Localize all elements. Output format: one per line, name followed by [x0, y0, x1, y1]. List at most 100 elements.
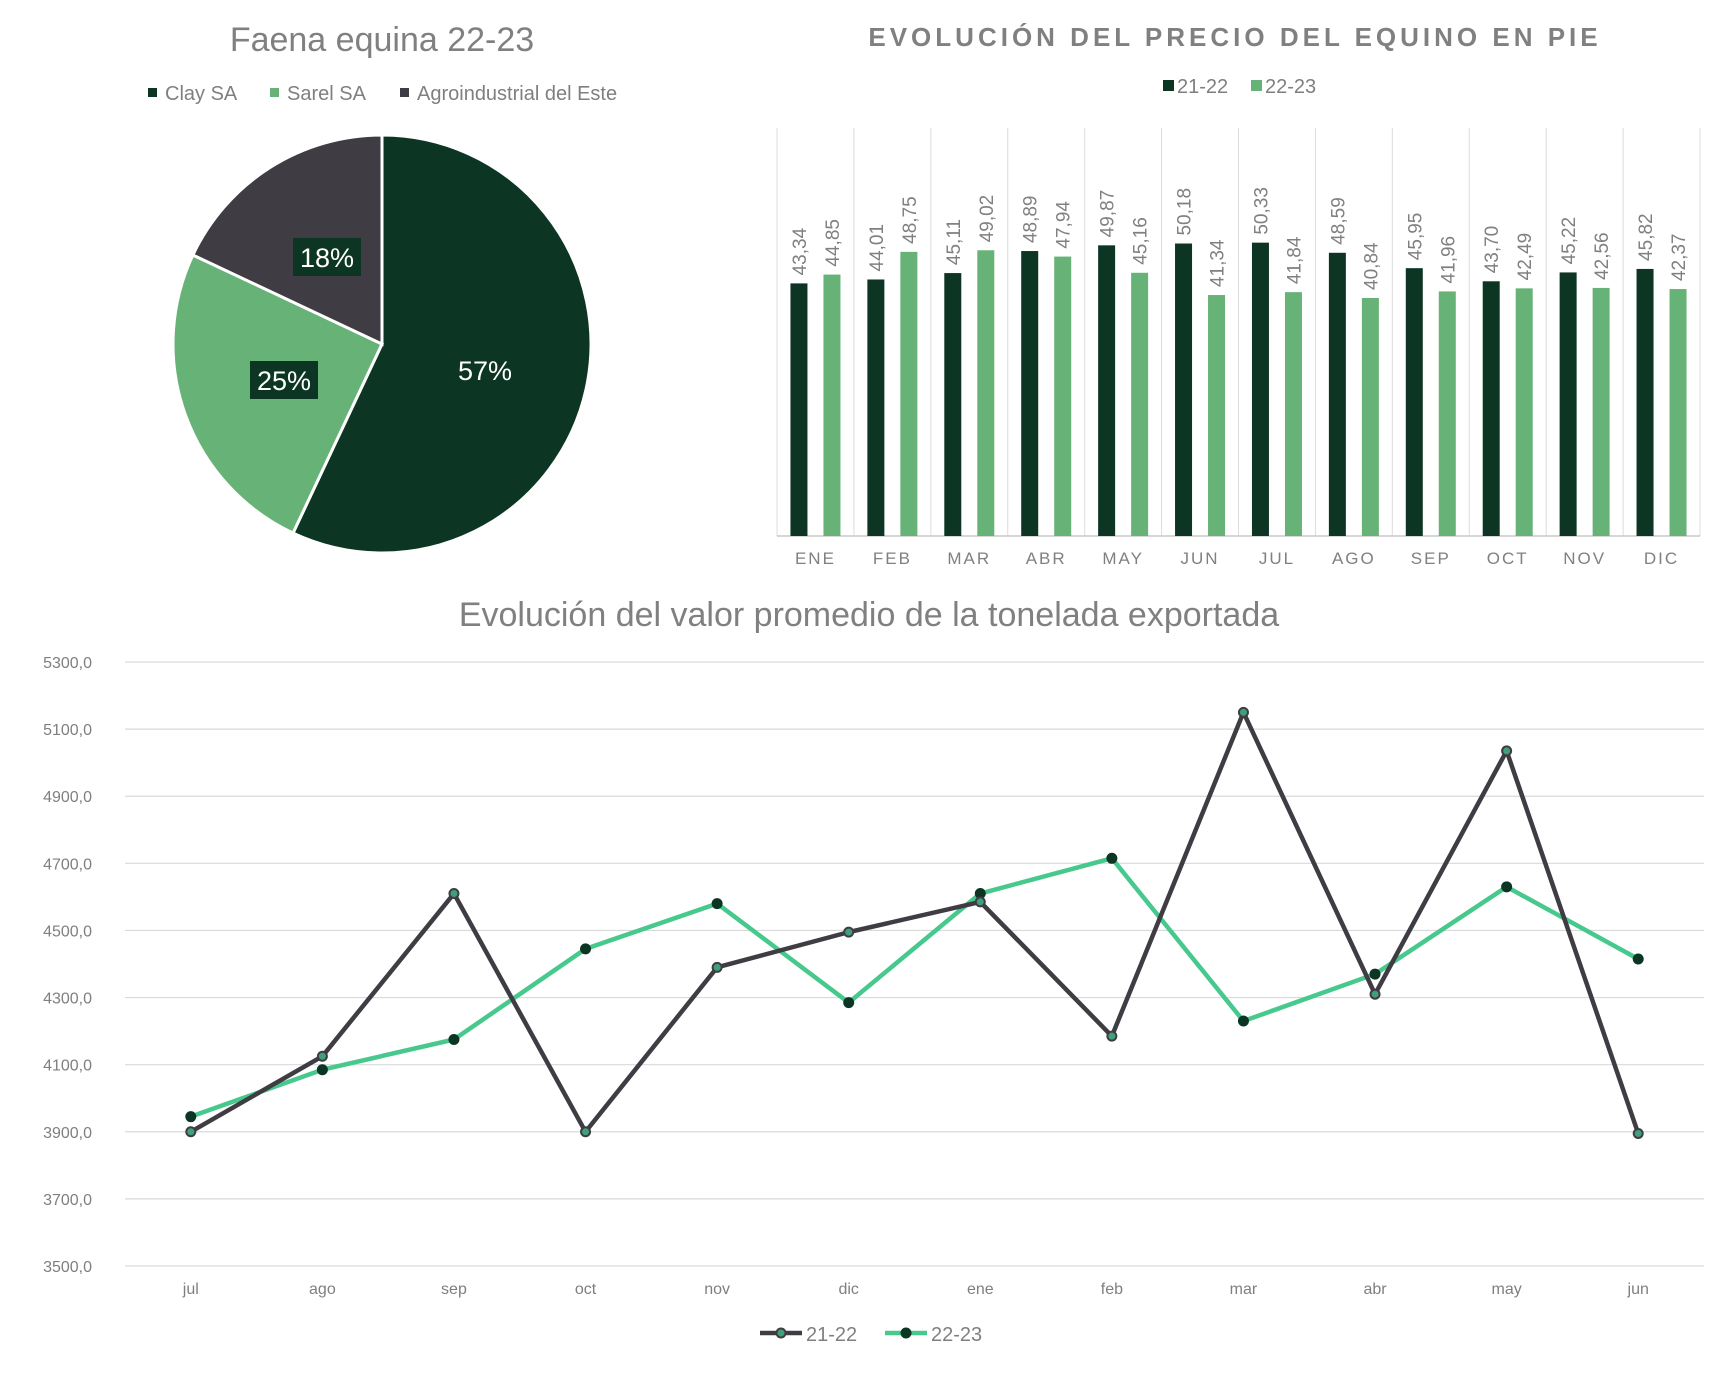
- pie-legend: Clay SA Sarel SA Agroindustrial del Este: [148, 83, 617, 105]
- bar-22-23: [823, 274, 841, 536]
- line-point-22-23: [1106, 852, 1118, 864]
- bar-22-23: [1131, 272, 1149, 536]
- line-point-21-22: [1632, 1127, 1644, 1139]
- bar-22-23: [900, 251, 918, 536]
- line-y-tick-label: 5300,0: [43, 655, 92, 672]
- line-y-tick-label: 4300,0: [43, 991, 92, 1008]
- bar-plot: ENE 43,34 44,85 FEB 44,01 48,75 MAR 45,11 49,02 A…: [776, 128, 1701, 568]
- bar-value-label: 50,18: [1175, 188, 1196, 236]
- line-x-tick-label: feb: [1101, 1281, 1123, 1298]
- bar-21-22: [1021, 251, 1039, 536]
- bar-21-22: [1175, 243, 1193, 537]
- bar-21-22: [944, 273, 962, 536]
- bar-category-label: JUL: [1259, 549, 1295, 568]
- bar-category-label: FEB: [873, 549, 912, 568]
- bar-22-23: [1208, 295, 1226, 536]
- line-legend-marker: [775, 1327, 787, 1339]
- bar-value-label: 42,56: [1592, 232, 1613, 280]
- pie-value-label-box: [293, 238, 361, 276]
- bar-value-label: 45,82: [1636, 213, 1657, 261]
- line-y-tick-label: 3900,0: [43, 1125, 92, 1142]
- line-point-21-22: [1369, 988, 1381, 1000]
- line-point-21-22: [448, 888, 460, 900]
- line-legend-label: 22-23: [931, 1324, 982, 1346]
- bar-21-22: [1405, 268, 1423, 536]
- line-point-22-23: [1632, 953, 1644, 965]
- bar-value-label: 41,96: [1438, 236, 1459, 284]
- line-point-22-23: [1369, 968, 1381, 980]
- bar-value-label: 40,84: [1361, 242, 1382, 290]
- bar-value-label: 44,85: [823, 219, 844, 267]
- line-x-tick-label: dic: [838, 1281, 858, 1298]
- line-point-21-22: [580, 1126, 592, 1138]
- bar-category-label: NOV: [1563, 549, 1606, 568]
- bar-value-label: 49,87: [1098, 190, 1119, 238]
- line-plot: 5300,0 5100,0 4900,0 4700,0 4500,0 4300,0 4100…: [43, 655, 1704, 1298]
- bar-category-label: ABR: [1026, 549, 1067, 568]
- bar-value-label: 41,84: [1284, 236, 1305, 284]
- line-point-21-22: [316, 1050, 328, 1062]
- bar-22-23: [1284, 292, 1302, 536]
- line-point-22-23: [843, 997, 855, 1009]
- pie-legend-label: Sarel SA: [287, 83, 367, 105]
- pie-chart: Faena equina 22-23 Clay SA Sarel SA Agroin…: [148, 21, 617, 555]
- line-x-tick-label: mar: [1230, 1281, 1258, 1298]
- pie-legend-swatch: [400, 88, 409, 97]
- bar-value-label: 47,94: [1054, 201, 1075, 249]
- line-y-tick-label: 5100,0: [43, 722, 92, 739]
- line-series-22-23: [190, 856, 1640, 1119]
- line-x-tick-label: sep: [441, 1281, 467, 1298]
- line-series-21-22: [189, 710, 1641, 1135]
- bar-value-label: 42,49: [1515, 233, 1536, 281]
- line-point-22-23: [1501, 881, 1513, 893]
- pie-legend-label: Clay SA: [165, 83, 238, 105]
- bar-22-23: [977, 250, 995, 536]
- line-point-21-22: [1106, 1030, 1118, 1042]
- line-legend: 21-22 22-23: [760, 1324, 982, 1346]
- pie-slices: 57% 25% 18%: [171, 133, 593, 555]
- pie-value-label: 57%: [458, 356, 512, 386]
- line-point-22-23: [316, 1064, 328, 1076]
- line-point-21-22: [974, 896, 986, 908]
- bar-21-22: [790, 283, 808, 536]
- bar-value-label: 43,34: [790, 227, 811, 275]
- line-point-22-23: [580, 943, 592, 955]
- bar-value-label: 49,02: [977, 195, 998, 243]
- bar-22-23: [1438, 291, 1456, 536]
- bar-chart: EVOLUCIÓN DEL PRECIO DEL EQUINO EN PIE 2…: [776, 22, 1701, 568]
- pie-legend-label: Agroindustrial del Este: [417, 83, 617, 105]
- line-point-21-22: [1501, 745, 1513, 757]
- bar-legend-swatch: [1251, 80, 1262, 91]
- line-y-tick-label: 4500,0: [43, 923, 92, 940]
- bar-category-label: DIC: [1644, 549, 1679, 568]
- pie-value-label-box: [250, 361, 318, 399]
- line-chart: Evolución del valor promedio de la tonel…: [43, 596, 1704, 1346]
- bar-22-23: [1669, 289, 1687, 536]
- bar-value-label: 44,01: [867, 224, 888, 272]
- bar-value-label: 45,16: [1131, 217, 1152, 265]
- line-point-21-22: [843, 926, 855, 938]
- bar-category-label: MAY: [1102, 549, 1144, 568]
- bar-value-label: 45,22: [1559, 217, 1580, 265]
- pie-legend-swatch: [148, 88, 157, 97]
- bar-21-22: [1636, 268, 1654, 536]
- bar-21-22: [1328, 252, 1346, 536]
- line-y-tick-label: 3500,0: [43, 1259, 92, 1276]
- pie-slice-0: [291, 133, 593, 555]
- bar-value-label: 48,89: [1021, 195, 1042, 243]
- bar-value-label: 50,33: [1251, 187, 1272, 235]
- bar-21-22: [1098, 245, 1116, 536]
- line-y-tick-label: 3700,0: [43, 1192, 92, 1209]
- bar-21-22: [867, 279, 885, 536]
- bar-value-label: 43,70: [1482, 226, 1503, 274]
- line-x-tick-label: ago: [309, 1281, 336, 1298]
- bar-category-label: OCT: [1487, 549, 1529, 568]
- bar-category-label: AGO: [1332, 549, 1376, 568]
- pie-legend-swatch: [270, 88, 279, 97]
- bar-category-label: SEP: [1411, 549, 1451, 568]
- line-x-tick-label: oct: [575, 1281, 597, 1298]
- bar-legend: 21-22 22-23: [1163, 76, 1316, 98]
- bar-21-22: [1251, 242, 1269, 536]
- line-x-tick-label: may: [1492, 1281, 1522, 1298]
